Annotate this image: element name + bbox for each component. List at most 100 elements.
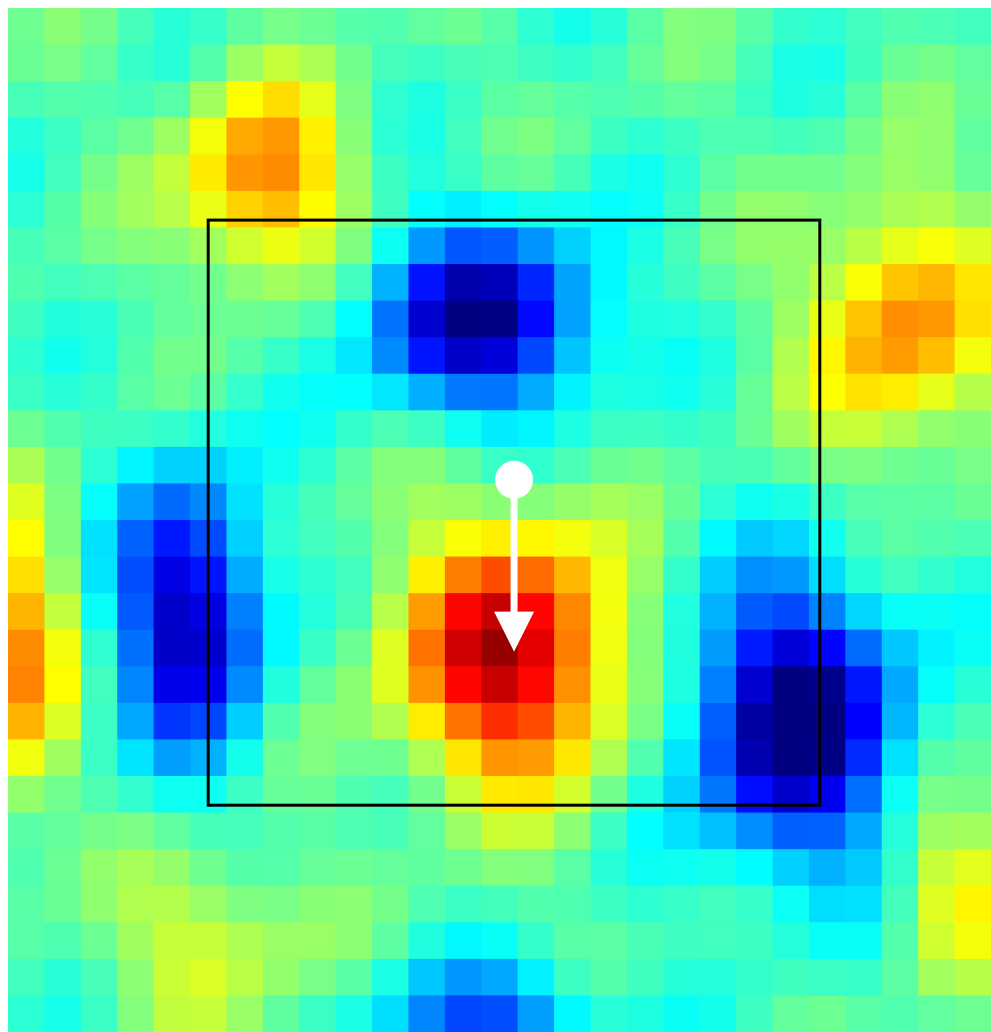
heatmap-cell [80, 8, 118, 46]
heatmap-cell [808, 702, 846, 741]
heatmap-cell [408, 373, 446, 411]
heatmap-cell [262, 410, 300, 448]
heatmap-cell [117, 8, 155, 46]
heatmap-cell [772, 300, 810, 338]
heatmap-cell [772, 958, 810, 997]
heatmap-cell [517, 300, 555, 338]
heatmap-cell [918, 446, 956, 485]
heatmap-cell [408, 885, 446, 923]
heatmap-cell [8, 117, 46, 155]
heatmap-cell [335, 958, 373, 997]
heatmap-cell [881, 702, 919, 741]
heatmap-cell [262, 885, 300, 923]
heatmap-cell [117, 666, 155, 704]
heatmap-cell [845, 849, 883, 887]
heatmap-cell [699, 739, 737, 777]
heatmap-cell [444, 739, 482, 777]
heatmap-cell [845, 446, 883, 485]
heatmap-cell [918, 556, 956, 594]
heatmap-cell [663, 812, 701, 850]
heatmap-cell [954, 922, 991, 960]
heatmap-cell [117, 446, 155, 485]
heatmap-cell [80, 446, 118, 485]
heatmap-cell [8, 410, 46, 448]
heatmap-cell [408, 410, 446, 448]
heatmap-cell [808, 44, 846, 82]
heatmap-cell [481, 190, 519, 229]
heatmap-cell [372, 958, 410, 997]
heatmap-cell [663, 556, 701, 594]
heatmap-cell [954, 227, 991, 265]
heatmap-cell [881, 44, 919, 82]
heatmap-cell [153, 885, 191, 923]
heatmap-cell [772, 520, 810, 558]
heatmap-cell [517, 44, 555, 82]
heatmap-cell [554, 812, 592, 850]
heatmap-cell [699, 117, 737, 155]
heatmap-cell [736, 776, 774, 814]
heatmap-cell [772, 190, 810, 229]
heatmap-cell [226, 410, 264, 448]
heatmap-cell [517, 337, 555, 375]
heatmap-cell [408, 849, 446, 887]
heatmap-cell [808, 849, 846, 887]
heatmap-cell [372, 812, 410, 850]
heatmap-cell [736, 556, 774, 594]
heatmap-cell [44, 593, 82, 631]
heatmap-cell [117, 995, 155, 1032]
heatmap-cell [881, 593, 919, 631]
heatmap-cell [408, 666, 446, 704]
heatmap-cell [80, 922, 118, 960]
heatmap-cell [190, 922, 228, 960]
heatmap-cell [954, 556, 991, 594]
heatmap-cell [554, 593, 592, 631]
heatmap-cell [808, 483, 846, 521]
heatmap-cell [262, 81, 300, 119]
heatmap-cell [226, 264, 264, 302]
heatmap-cell [808, 8, 846, 46]
heatmap-cell [626, 593, 664, 631]
heatmap-cell [590, 629, 628, 667]
heatmap-cell [190, 8, 228, 46]
heatmap-cell [808, 227, 846, 265]
heatmap-cell [626, 190, 664, 229]
heatmap-cell [954, 117, 991, 155]
heatmap-cell [226, 885, 264, 923]
heatmap-cell [44, 81, 82, 119]
heatmap-cell [808, 410, 846, 448]
heatmap-cell [153, 739, 191, 777]
heatmap-cell [262, 483, 300, 521]
heatmap-cell [554, 264, 592, 302]
heatmap-cell [772, 812, 810, 850]
heatmap-cell [881, 995, 919, 1032]
heatmap-cell [153, 702, 191, 741]
heatmap-cell [80, 373, 118, 411]
heatmap-cell [117, 776, 155, 814]
heatmap-cell [8, 812, 46, 850]
heatmap-cell [8, 702, 46, 741]
heatmap-cell [517, 556, 555, 594]
heatmap-cell [117, 483, 155, 521]
heatmap-cell [881, 300, 919, 338]
heatmap-cell [226, 776, 264, 814]
heatmap-cell [481, 373, 519, 411]
heatmap-cell [8, 666, 46, 704]
heatmap-cell [408, 300, 446, 338]
heatmap-cell [954, 849, 991, 887]
heatmap-cell [845, 44, 883, 82]
heatmap-cell [626, 264, 664, 302]
heatmap-cell [808, 739, 846, 777]
heatmap-cell [845, 227, 883, 265]
heatmap-cell [772, 81, 810, 119]
heatmap-cell [954, 995, 991, 1032]
heatmap-cell [299, 154, 337, 192]
heatmap-cell [481, 739, 519, 777]
heatmap-cell [699, 629, 737, 667]
heatmap-cell [8, 849, 46, 887]
heatmap-cell [44, 520, 82, 558]
heatmap-cell [772, 556, 810, 594]
heatmap-cell [699, 81, 737, 119]
heatmap-cell [881, 556, 919, 594]
heatmap-cell [262, 154, 300, 192]
heatmap-cell [372, 666, 410, 704]
